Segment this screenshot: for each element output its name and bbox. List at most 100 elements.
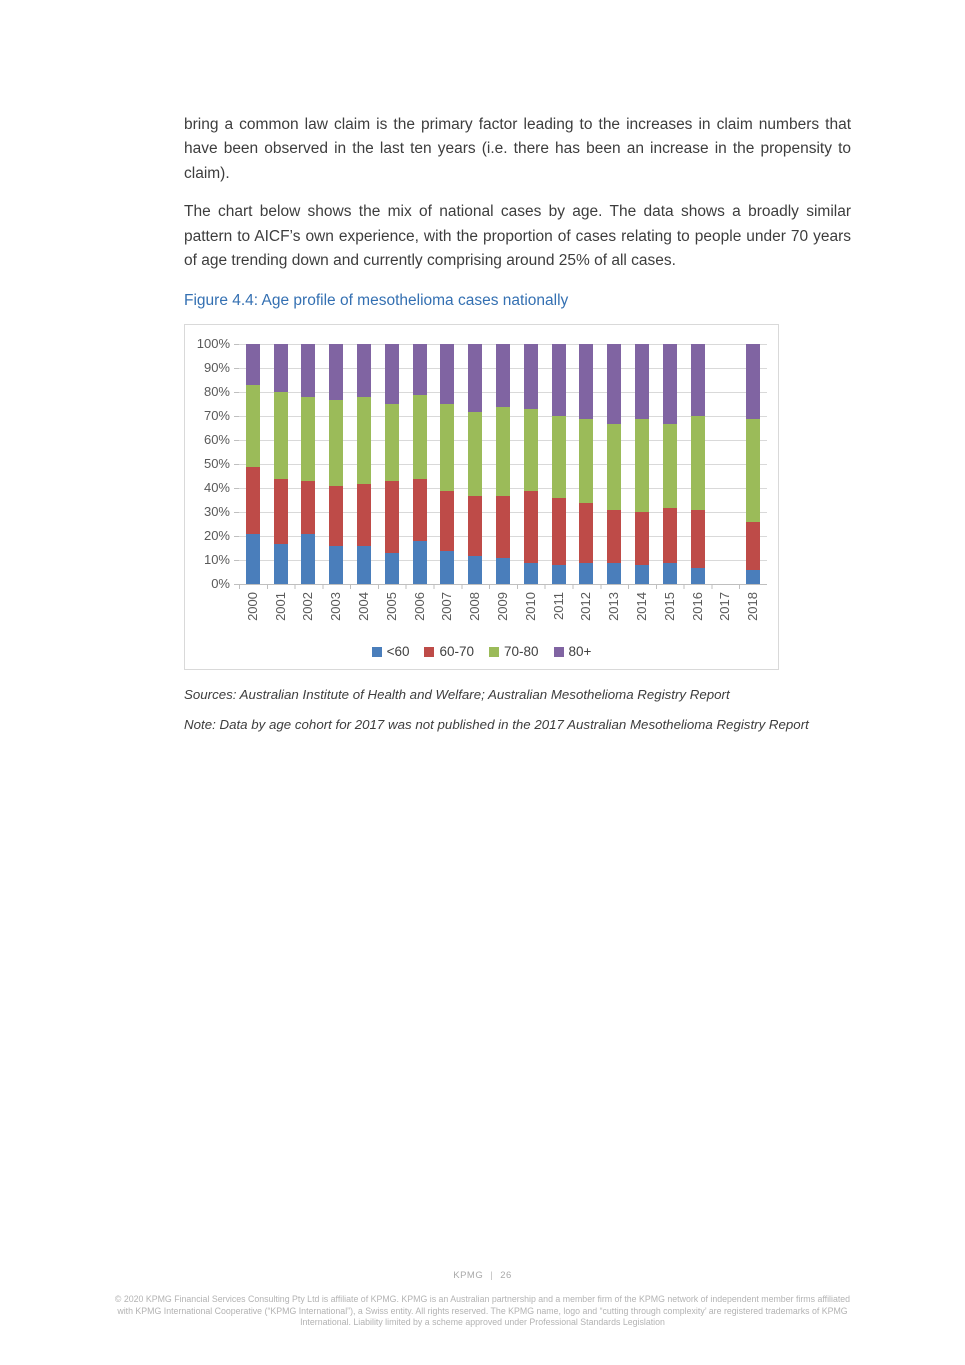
- bar-segment-60-70: [523, 490, 538, 563]
- legend-swatch-icon: [553, 646, 564, 657]
- bar-segment-<60: [273, 543, 288, 585]
- bar-segment-70-80: [551, 416, 566, 499]
- stacked-bar-2003: [329, 344, 344, 585]
- bar-segment-80+: [440, 344, 455, 405]
- bar-segment-60-70: [579, 502, 594, 563]
- x-tick-label: 2015: [661, 592, 677, 622]
- bar-segment-70-80: [384, 404, 399, 482]
- bar-slot-2014: [628, 344, 656, 585]
- x-label-slot: 2009: [489, 589, 517, 635]
- bar-slot-2008: [461, 344, 489, 585]
- y-tick-label: 40%: [203, 480, 230, 496]
- x-label-slot: 2013: [600, 589, 628, 635]
- bar-slot-2016: [684, 344, 712, 585]
- legend-swatch-icon: [424, 646, 435, 657]
- plot-area: [239, 344, 767, 585]
- bar-slot-2009: [489, 344, 517, 585]
- x-label-slot: 2018: [739, 589, 767, 635]
- stacked-bar-2007: [440, 344, 455, 585]
- legend-item-70-80: 70-80: [489, 644, 539, 659]
- bar-segment-<60: [496, 558, 511, 585]
- stacked-bar-2005: [384, 344, 399, 585]
- paragraph-claim-propensity: bring a common law claim is the primary …: [184, 116, 851, 182]
- x-tick-label: 2009: [495, 592, 511, 622]
- y-tick-mark: [234, 440, 239, 442]
- bar-slot-2000: [239, 344, 267, 585]
- bar-segment-<60: [579, 562, 594, 585]
- y-tick-mark: [234, 344, 239, 346]
- x-tick-label: 2002: [300, 592, 316, 622]
- bar-segment-80+: [746, 344, 761, 419]
- bar-segment-60-70: [301, 481, 316, 535]
- bar-segment-80+: [329, 344, 344, 400]
- bar-segment-80+: [412, 344, 427, 395]
- x-tick-label: 2008: [467, 592, 483, 622]
- bar-segment-80+: [607, 344, 622, 424]
- x-label-slot: 2015: [656, 589, 684, 635]
- bar-segment-60-70: [384, 481, 399, 554]
- bar-segment-80+: [301, 344, 316, 398]
- y-tick-label: 100%: [196, 336, 230, 352]
- stacked-bar-2012: [579, 344, 594, 585]
- x-label-slot: 2003: [322, 589, 350, 635]
- y-tick-label: 10%: [203, 552, 230, 568]
- bar-segment-70-80: [746, 418, 761, 523]
- bar-segment-<60: [635, 565, 650, 585]
- stacked-bar-2009: [496, 344, 511, 585]
- x-tick-label: 2006: [411, 592, 427, 622]
- bar-segment-60-70: [357, 483, 372, 547]
- bar-segment-60-70: [746, 522, 761, 571]
- x-label-slot: 2000: [239, 589, 267, 635]
- x-label-slot: 2017: [712, 589, 740, 635]
- x-tick-label: 2004: [356, 592, 372, 622]
- bar-segment-80+: [635, 344, 650, 419]
- note-line: Note: Data by age cohort for 2017 was no…: [184, 717, 809, 733]
- bar-segment-70-80: [357, 397, 372, 484]
- bar-segment-<60: [690, 567, 705, 585]
- stacked-bar-2013: [607, 344, 622, 585]
- bar-segment-60-70: [662, 507, 677, 563]
- bar-segment-60-70: [245, 466, 260, 535]
- bar-slot-2002: [295, 344, 323, 585]
- x-tick-label: 2001: [272, 592, 288, 622]
- x-label-slot: 2001: [267, 589, 295, 635]
- footer-separator: |: [490, 1270, 494, 1281]
- legend-label: 80+: [568, 644, 592, 660]
- bar-segment-80+: [273, 344, 288, 393]
- bar-segment-80+: [579, 344, 594, 419]
- x-label-slot: 2014: [628, 589, 656, 635]
- stacked-bar-2002: [301, 344, 316, 585]
- x-label-slot: 2005: [378, 589, 406, 635]
- bar-segment-70-80: [607, 423, 622, 511]
- bar-segment-<60: [746, 570, 761, 585]
- x-tick-label: 2007: [439, 592, 455, 622]
- x-tick-label: 2018: [745, 592, 761, 622]
- bar-segment-70-80: [329, 399, 344, 487]
- footer-brand: KPMG: [453, 1270, 484, 1281]
- x-label-slot: 2002: [295, 589, 323, 635]
- bar-segment-70-80: [440, 404, 455, 491]
- bar-segment-<60: [412, 541, 427, 585]
- bar-slot-2010: [517, 344, 545, 585]
- stacked-bar-2000: [245, 344, 260, 585]
- bar-segment-80+: [245, 344, 260, 386]
- stacked-bar-2004: [357, 344, 372, 585]
- bar-segment-60-70: [496, 495, 511, 559]
- figure-caption: Figure 4.4: Age profile of mesothelioma …: [184, 292, 569, 310]
- y-tick-mark: [234, 464, 239, 466]
- y-tick-mark: [234, 488, 239, 490]
- stacked-bar-2015: [662, 344, 677, 585]
- x-label-slot: 2004: [350, 589, 378, 635]
- legend-label: 70-80: [504, 644, 539, 660]
- page-footer: KPMG | 26: [0, 1270, 965, 1281]
- bar-segment-60-70: [412, 478, 427, 542]
- stacked-bar-2010: [523, 344, 538, 585]
- y-tick-label: 90%: [203, 360, 230, 376]
- bar-segment-<60: [440, 550, 455, 585]
- bar-segment-70-80: [523, 409, 538, 491]
- bar-slot-2011: [545, 344, 573, 585]
- bar-segment-80+: [496, 344, 511, 407]
- x-tick-label: 2010: [522, 592, 538, 622]
- y-tick-mark: [234, 584, 239, 586]
